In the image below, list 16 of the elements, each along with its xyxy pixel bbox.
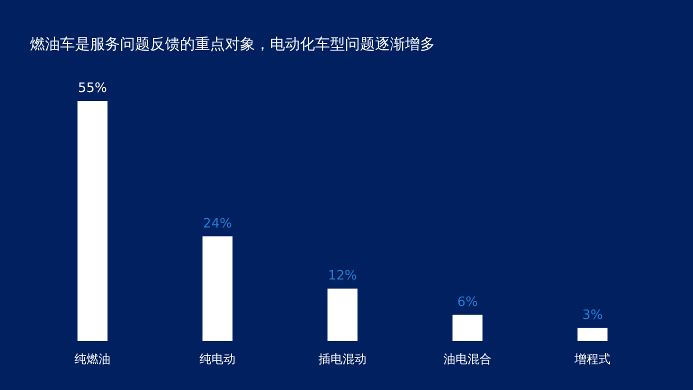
data-label: 6% — [457, 294, 478, 310]
x-tick-label: 纯燃油 — [74, 352, 110, 366]
data-label: 12% — [328, 268, 357, 284]
x-tick-label: 增程式 — [574, 352, 610, 366]
data-label: 24% — [203, 216, 232, 232]
x-tick-label: 油电混合 — [444, 352, 492, 366]
bar — [452, 314, 482, 341]
data-label: 3% — [582, 308, 603, 323]
chart-title: 燃油车是服务问题反馈的重点对象，电动化车型问题逐渐增多 — [30, 35, 435, 53]
bar — [202, 236, 232, 341]
bar — [578, 328, 608, 341]
x-tick-label: 插电混动 — [318, 352, 366, 366]
x-tick-label: 纯电动 — [200, 352, 236, 366]
bar — [78, 101, 108, 341]
data-label: 55% — [78, 81, 107, 96]
bar — [328, 288, 358, 341]
